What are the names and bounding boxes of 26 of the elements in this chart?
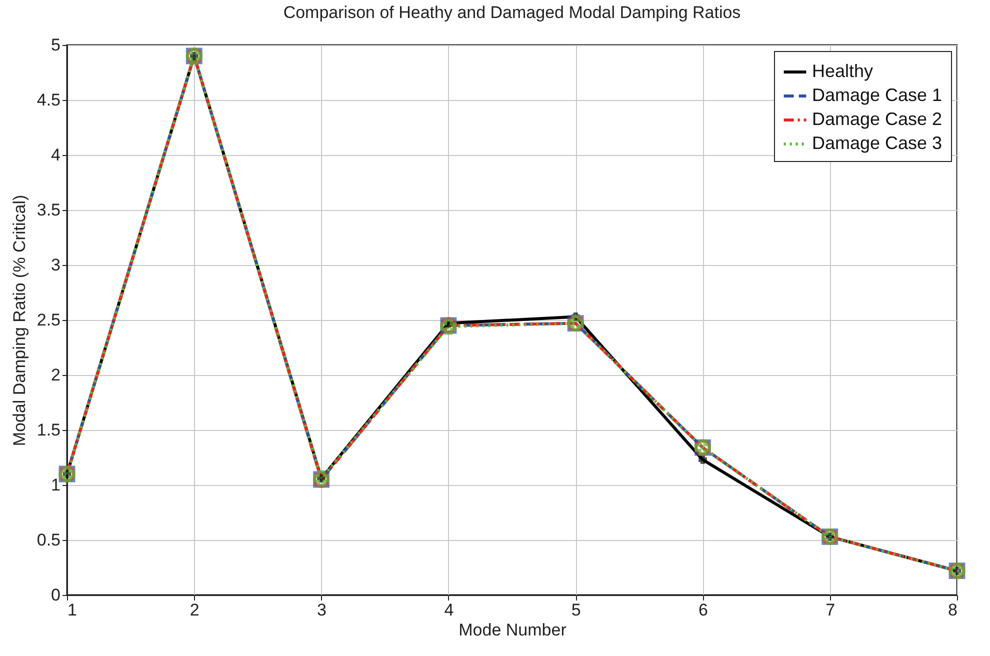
legend-label: Healthy [812, 61, 874, 81]
y-tick-label: 0 [51, 586, 60, 604]
legend-label: Damage Case 2 [812, 109, 942, 129]
x-tick-label: 7 [826, 600, 836, 620]
x-tick-label: 2 [190, 600, 200, 620]
x-tick-label: 4 [444, 600, 454, 620]
y-tick-label: 4.5 [36, 90, 60, 110]
y-tick-label: 1.5 [36, 420, 60, 440]
x-tick-label: 5 [571, 600, 581, 620]
x-tick-label: 6 [698, 600, 708, 620]
y-tick-label: 3.5 [36, 200, 60, 220]
y-tick-label: 4 [51, 146, 60, 164]
x-axis-title: Mode Number [458, 620, 567, 640]
chart-title: Comparison of Heathy and Damaged Modal Damping Ratios [283, 3, 741, 22]
y-tick-label: 0.5 [36, 530, 60, 550]
y-tick-label: 5 [51, 36, 60, 54]
y-tick-label: 3 [51, 256, 60, 274]
x-tick-label: 8 [948, 600, 958, 620]
y-axis-title: Modal Damping Ratio (% Critical) [10, 194, 29, 446]
x-tick-label: 1 [68, 600, 77, 620]
legend-label: Damage Case 3 [812, 133, 942, 153]
x-tick-label: 3 [317, 600, 327, 620]
y-tick-label: 1 [51, 476, 60, 494]
y-tick-label: 2.5 [36, 310, 60, 330]
y-tick-label: 2 [51, 366, 60, 384]
legend-label: Damage Case 1 [812, 85, 942, 105]
